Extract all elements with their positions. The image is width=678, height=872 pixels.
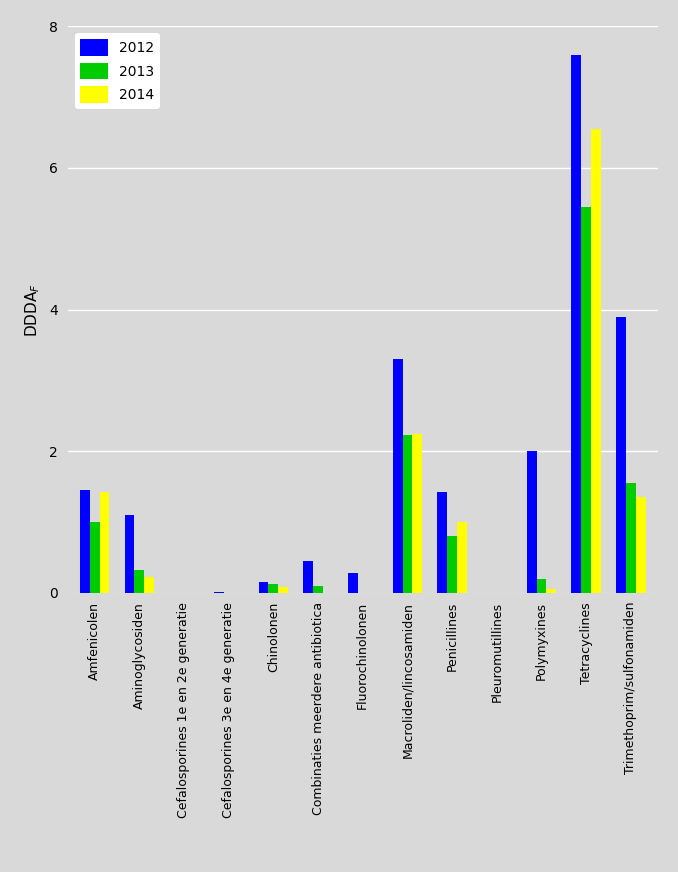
Bar — [581, 207, 591, 593]
Bar — [437, 493, 447, 593]
Bar — [591, 129, 601, 593]
Bar — [636, 497, 645, 593]
Bar — [412, 433, 422, 593]
Y-axis label: DDDA$_F$: DDDA$_F$ — [24, 283, 42, 337]
Legend: 2012, 2013, 2014: 2012, 2013, 2014 — [75, 33, 160, 109]
Bar — [457, 522, 467, 593]
Bar — [403, 435, 412, 593]
Bar — [258, 582, 268, 593]
Bar — [348, 573, 358, 593]
Bar — [572, 55, 581, 593]
Bar — [214, 591, 224, 593]
Bar — [303, 561, 313, 593]
Bar — [536, 579, 546, 593]
Bar — [80, 490, 89, 593]
Bar — [447, 536, 457, 593]
Bar — [313, 586, 323, 593]
Bar — [393, 359, 403, 593]
Bar — [125, 515, 134, 593]
Bar — [144, 577, 154, 593]
Bar — [626, 483, 636, 593]
Bar — [268, 584, 278, 593]
Bar — [100, 493, 109, 593]
Bar — [546, 589, 556, 593]
Bar — [527, 452, 536, 593]
Bar — [616, 317, 626, 593]
Bar — [134, 570, 144, 593]
Bar — [89, 522, 100, 593]
Bar — [278, 588, 288, 593]
